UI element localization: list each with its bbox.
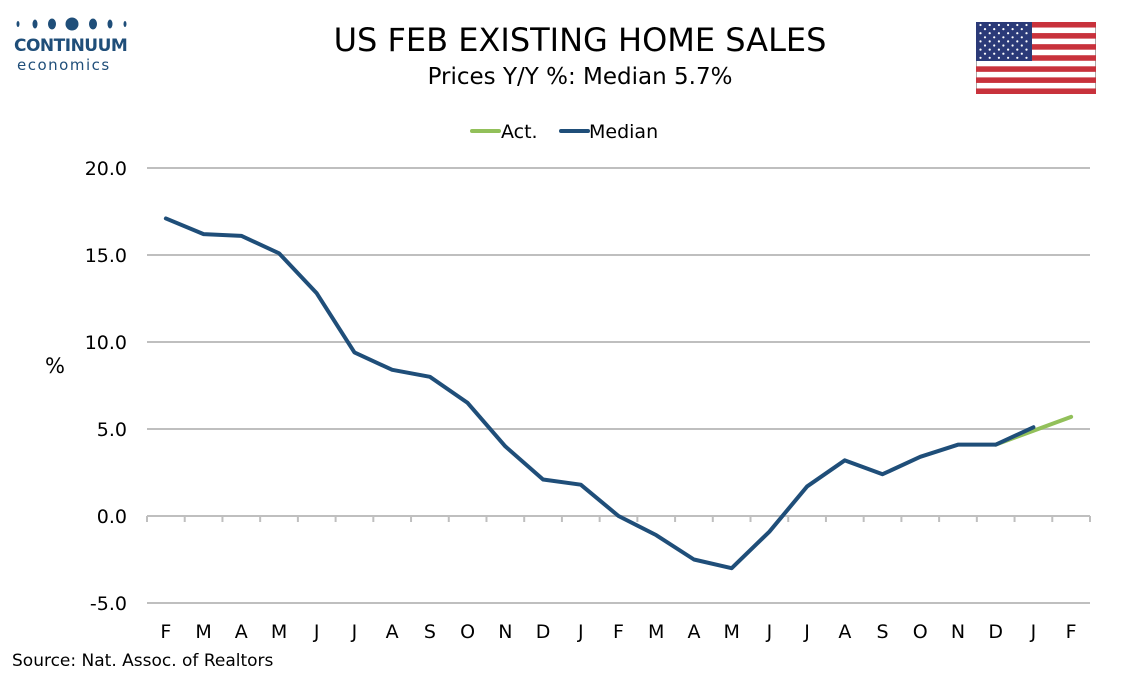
y-tick-label: 0.0 — [97, 506, 127, 528]
x-tick-label: A — [838, 621, 851, 643]
x-tick-label: O — [913, 621, 928, 643]
y-tick-label: -5.0 — [90, 593, 127, 615]
legend-label: Median — [589, 121, 658, 143]
x-tick-label: J — [313, 621, 320, 643]
x-tick-label: N — [951, 621, 965, 643]
us-flag-icon — [976, 22, 1096, 94]
x-tick-label: M — [648, 621, 664, 643]
x-tick-label: A — [687, 621, 700, 643]
x-tick-label: J — [351, 621, 358, 643]
y-axis-label: % — [45, 354, 65, 378]
y-tick-label: 10.0 — [85, 332, 127, 354]
x-tick-label: D — [536, 621, 551, 643]
x-tick-label: F — [160, 621, 171, 643]
chart-title: US FEB EXISTING HOME SALES — [333, 21, 827, 59]
x-tick-label: O — [460, 621, 475, 643]
legend-label: Act. — [501, 121, 538, 143]
legend: Act. Median — [470, 121, 658, 143]
y-tick-label: 20.0 — [85, 158, 127, 180]
x-tick-label: F — [613, 621, 624, 643]
y-tick-label: 15.0 — [85, 245, 127, 267]
x-tick-label: S — [424, 621, 436, 643]
y-axis-tick-labels: 20.0 15.0 10.0 5.0 0.0 -5.0 — [85, 158, 127, 615]
x-tick-label: M — [271, 621, 287, 643]
x-tick-label: F — [1066, 621, 1077, 643]
x-tick-label: J — [577, 621, 584, 643]
x-tick-label: J — [1030, 621, 1037, 643]
series-line-median — [163, 216, 1036, 571]
x-tick-label: N — [498, 621, 512, 643]
gridlines — [147, 167, 1090, 604]
x-tick-label: J — [766, 621, 773, 643]
x-tick-label: J — [803, 621, 810, 643]
x-tick-label: M — [723, 621, 739, 643]
x-tick-label: D — [988, 621, 1003, 643]
continuum-economics-logo: CONTINUUM economics — [14, 14, 134, 76]
x-tick-label: S — [877, 621, 889, 643]
x-tick-label: M — [195, 621, 211, 643]
logo-tagline: economics — [17, 56, 111, 74]
y-tick-label: 5.0 — [97, 419, 127, 441]
x-tick-label: A — [235, 621, 248, 643]
logo-dots-icon — [16, 17, 127, 31]
logo-wordmark: CONTINUUM — [14, 36, 128, 56]
source-note: Source: Nat. Assoc. of Realtors — [12, 651, 274, 671]
x-tick-label: A — [386, 621, 399, 643]
series-lines — [163, 216, 1074, 571]
chart-subtitle: Prices Y/Y %: Median 5.7% — [427, 64, 733, 90]
